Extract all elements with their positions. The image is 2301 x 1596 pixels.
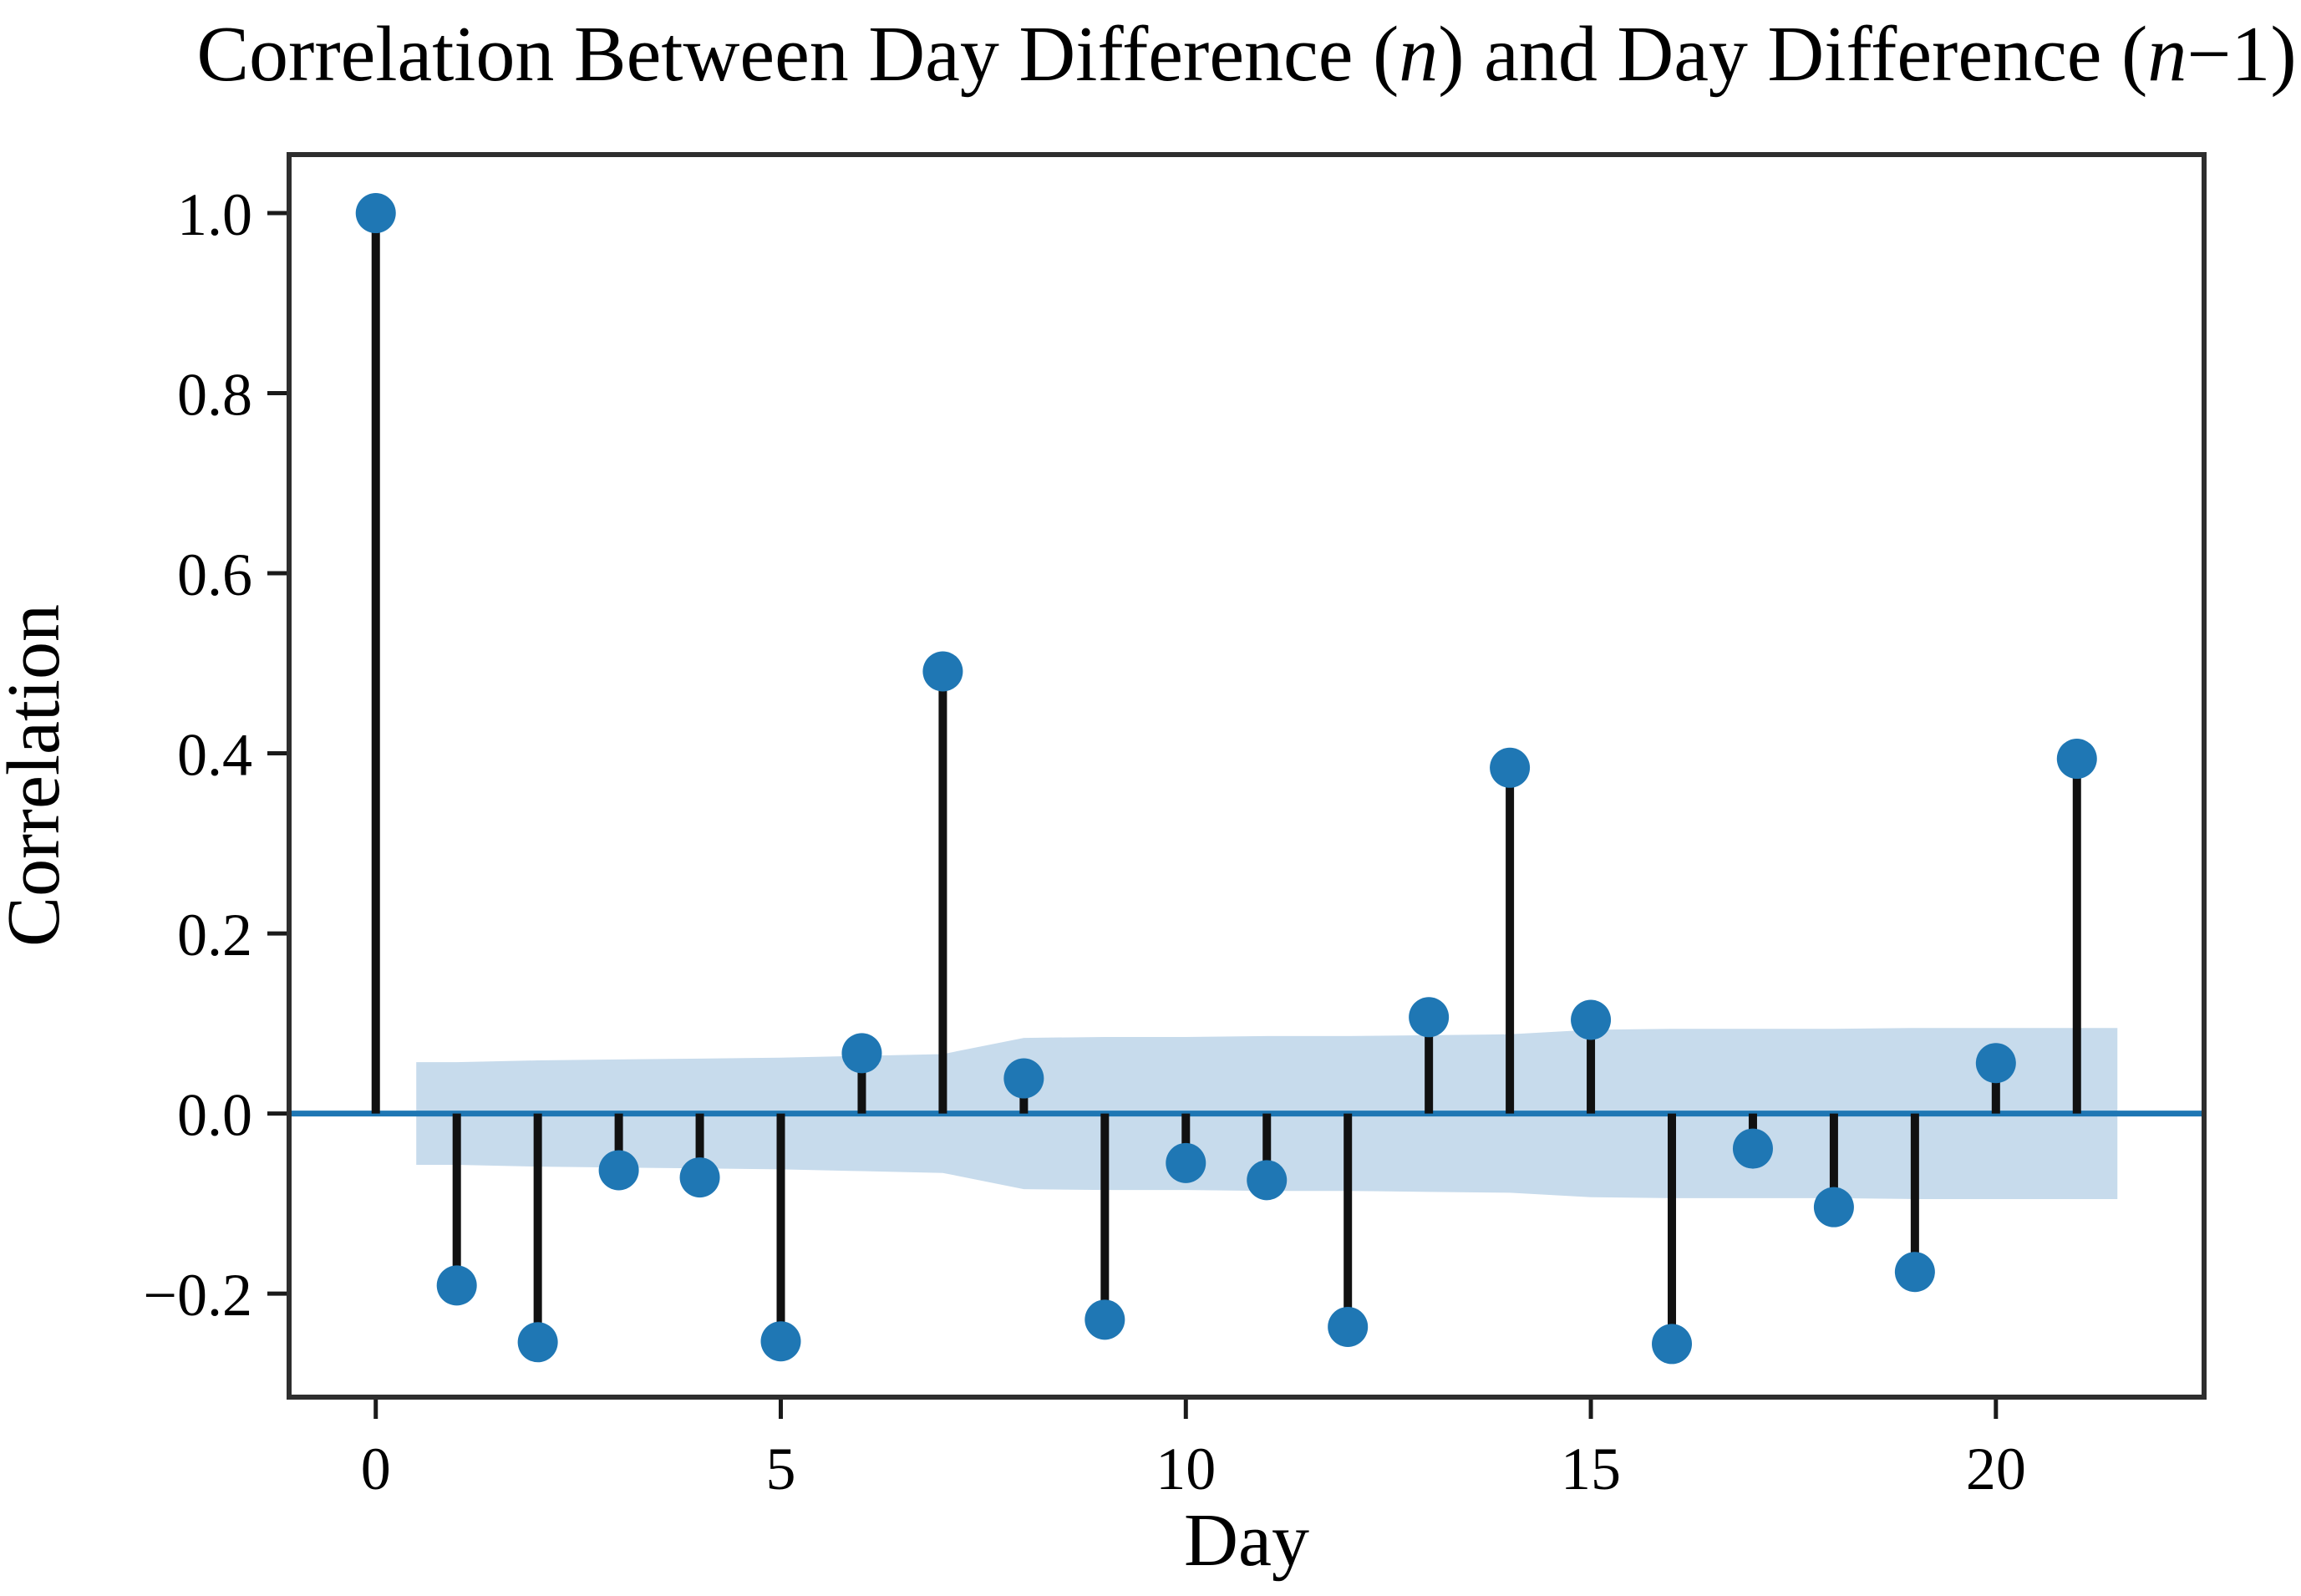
axes-layer: 0 5 10 15 20 1.0 0.8 0.6 0.4 0.2 0.0 −0.2	[143, 152, 2207, 1502]
data-point-marker	[2056, 739, 2097, 780]
x-tick-label: 20	[1966, 1436, 2026, 1502]
data-point-marker	[841, 1033, 882, 1074]
data-point-marker	[1328, 1306, 1369, 1347]
data-point-marker	[1894, 1252, 1935, 1293]
y-tick-label: 0.6	[177, 541, 252, 608]
data-point-marker	[1003, 1058, 1044, 1099]
x-tick-label: 0	[361, 1436, 391, 1502]
data-point-marker	[1247, 1160, 1288, 1201]
data-point-marker	[1813, 1187, 1854, 1227]
data-point-marker	[1571, 999, 1612, 1040]
data-point-marker	[436, 1265, 477, 1306]
plot-border	[287, 152, 2207, 1400]
data-point-marker	[1732, 1128, 1773, 1169]
x-tick-label: 5	[766, 1436, 796, 1502]
data-point-marker	[760, 1321, 801, 1362]
y-tick-label: 0.8	[177, 362, 252, 429]
data-point-marker	[1490, 747, 1531, 788]
data-point-marker	[598, 1150, 639, 1191]
data-point-marker	[1166, 1142, 1206, 1183]
data-point-marker	[1084, 1299, 1125, 1340]
y-tick-label: 0.0	[177, 1082, 252, 1149]
data-point-marker	[1409, 997, 1450, 1038]
y-tick-label: −0.2	[143, 1262, 252, 1329]
markers-layer	[355, 193, 2097, 1365]
data-point-marker	[922, 651, 963, 692]
data-point-marker	[1975, 1043, 2016, 1084]
data-point-marker	[679, 1157, 720, 1198]
x-tick-label: 10	[1156, 1436, 1216, 1502]
y-tick-label: 1.0	[177, 181, 252, 248]
y-axis-label: Correlation	[0, 604, 75, 947]
chart-title: Correlation Between Day Difference (n) a…	[196, 11, 2296, 98]
data-point-marker	[1652, 1324, 1693, 1365]
x-axis-label: Day	[1184, 1499, 1309, 1582]
y-tick-label: 0.4	[177, 722, 252, 789]
x-tick-label: 15	[1561, 1436, 1621, 1502]
data-point-marker	[355, 193, 396, 234]
y-tick-label: 0.2	[177, 902, 252, 968]
data-point-marker	[517, 1322, 558, 1363]
